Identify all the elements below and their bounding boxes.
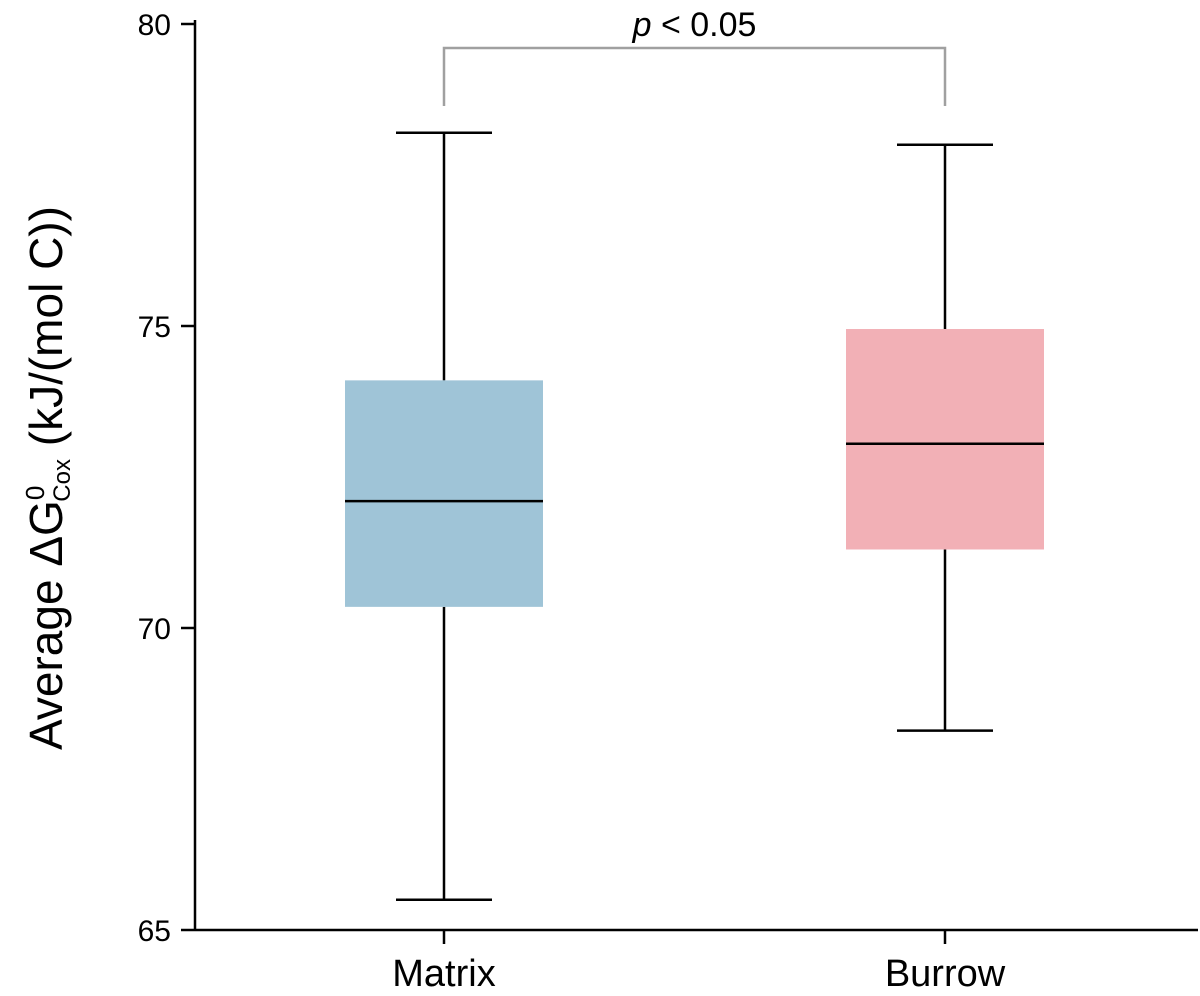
y-axis-title-subscript: Cox	[49, 459, 76, 502]
boxes	[345, 131, 1044, 902]
y-ticks: 65 70 75 80	[138, 9, 195, 948]
significance-label-threshold: < 0.05	[652, 6, 757, 44]
y-axis-title: Average ΔG0Cox (kJ/(mol C))	[20, 206, 76, 750]
y-tick-label-70: 70	[138, 613, 171, 646]
y-tick-label-65: 65	[138, 915, 171, 948]
y-axis-title-superscript: 0	[20, 486, 50, 500]
x-tick-label-burrow: Burrow	[885, 953, 1006, 995]
significance-label-p: p	[632, 6, 652, 44]
x-axis: Matrix Burrow	[195, 928, 1198, 995]
significance-label: p < 0.05	[632, 6, 757, 44]
y-tick-label-75: 75	[138, 311, 171, 344]
box-matrix	[345, 131, 543, 902]
y-axis-title-prefix: Average ΔG	[20, 500, 72, 750]
y-axis-title-suffix: (kJ/(mol C))	[20, 206, 72, 459]
box-burrow	[846, 143, 1044, 732]
y-axis: 65 70 75 80	[138, 9, 197, 948]
y-tick-label-80: 80	[138, 9, 171, 42]
x-tick-label-matrix: Matrix	[392, 953, 495, 995]
x-ticks: Matrix Burrow	[392, 930, 1006, 995]
significance-bracket	[442, 46, 947, 106]
box-iqr-matrix	[345, 380, 543, 607]
significance-bracket-group: p < 0.05	[442, 6, 947, 106]
box-iqr-burrow	[846, 329, 1044, 550]
